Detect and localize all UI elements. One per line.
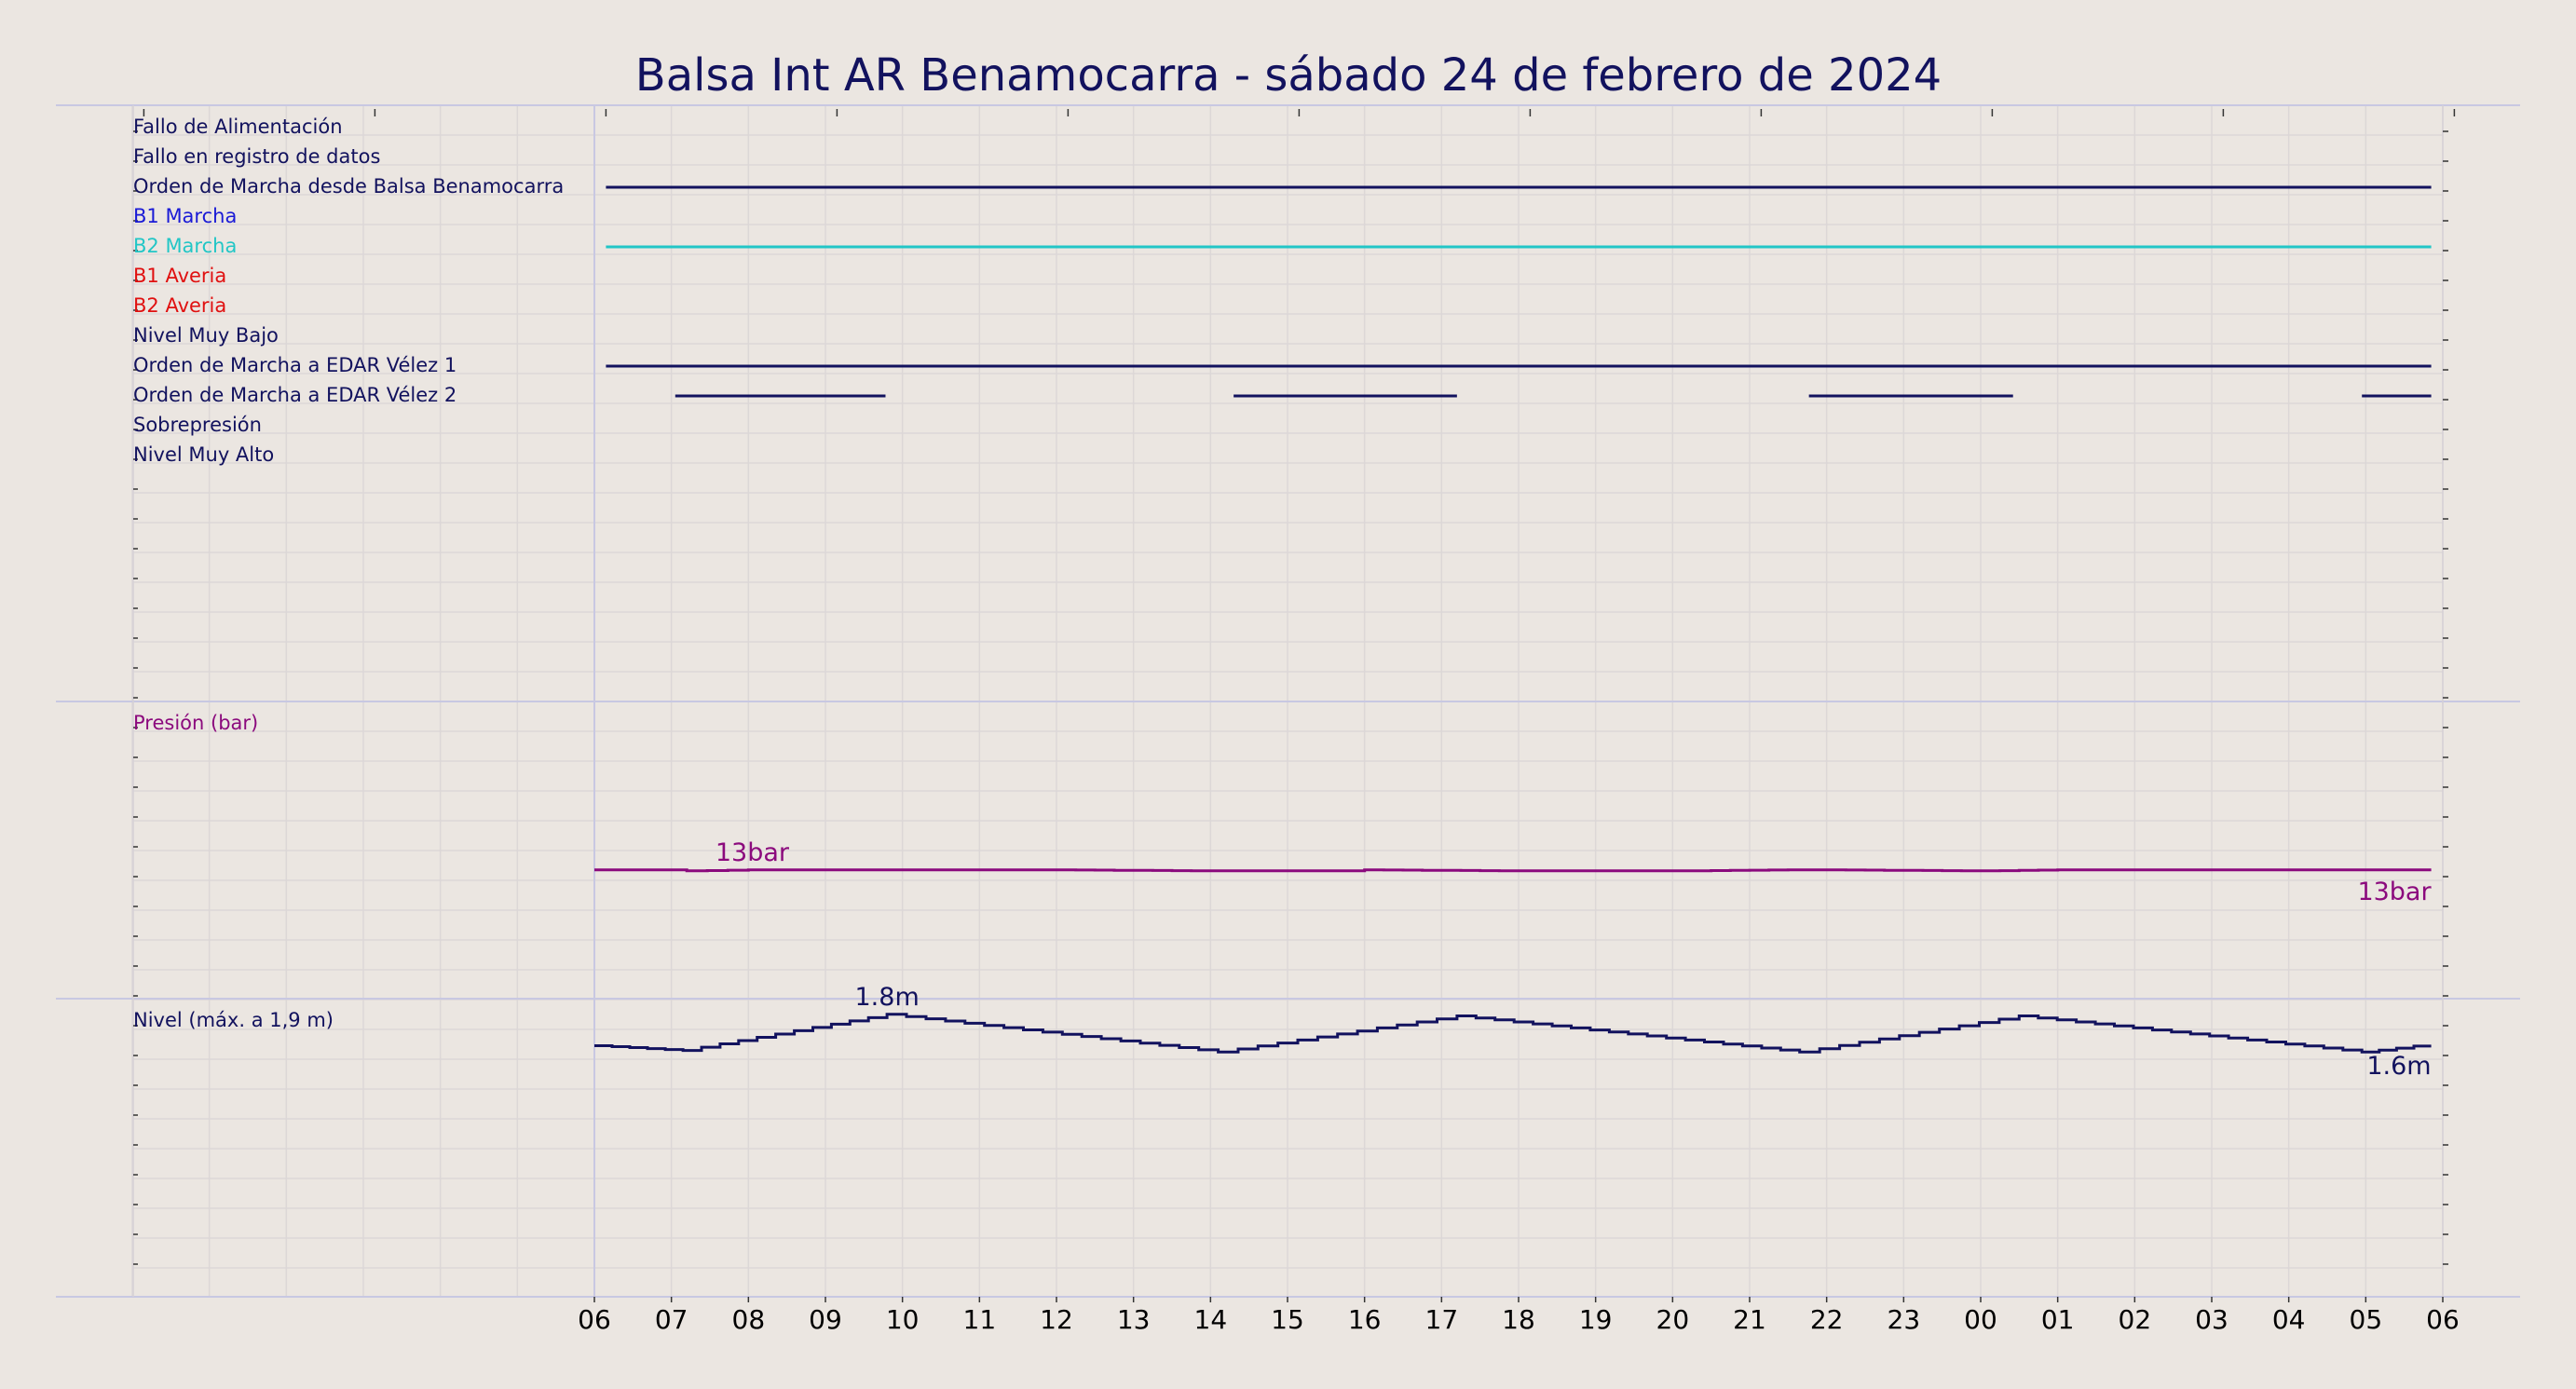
x-tick-label: 02 xyxy=(2119,1304,2152,1335)
level-value-label: 1.8m xyxy=(855,983,920,1012)
x-tick-label: 07 xyxy=(655,1304,688,1335)
x-tick-label: 04 xyxy=(2272,1304,2306,1335)
signal-label: Fallo de Alimentación xyxy=(133,116,343,138)
x-tick-label: 13 xyxy=(1117,1304,1151,1335)
signal-label: Nivel Muy Bajo xyxy=(133,324,279,347)
x-tick-label: 18 xyxy=(1502,1304,1535,1335)
pressure-value-label: 13bar xyxy=(2357,878,2432,906)
signal-label: B1 Averia xyxy=(133,265,226,287)
chart-title: Balsa Int AR Benamocarra - sábado 24 de … xyxy=(635,49,1942,102)
signal-label: B2 Marcha xyxy=(133,235,237,257)
x-tick-label: 14 xyxy=(1194,1304,1228,1335)
x-tick-label: 16 xyxy=(1348,1304,1382,1335)
signal-label: Nivel Muy Alto xyxy=(133,443,274,466)
x-tick-label: 06 xyxy=(2426,1304,2460,1335)
x-tick-label: 00 xyxy=(1964,1304,1997,1335)
signal-label: B1 Marcha xyxy=(133,205,237,227)
x-tick-label: 09 xyxy=(809,1304,842,1335)
pressure-value-label: 13bar xyxy=(716,838,790,867)
x-tick-label: 11 xyxy=(963,1304,997,1335)
level-value-label: 1.6m xyxy=(2366,1052,2431,1081)
level-series-line xyxy=(594,1013,2432,1054)
x-tick-label: 08 xyxy=(732,1304,766,1335)
signal-label: Fallo en registro de datos xyxy=(133,145,380,168)
x-tick-label: 06 xyxy=(578,1304,611,1335)
x-tick-label: 23 xyxy=(1888,1304,1921,1335)
x-tick-label: 15 xyxy=(1271,1304,1304,1335)
level-panel: Nivel (máx. a 1,9 m) 1.8m 1.6m xyxy=(133,983,2432,1081)
x-tick-label: 05 xyxy=(2350,1304,2383,1335)
signal-label: B2 Averia xyxy=(133,294,226,317)
signal-label: Orden de Marcha a EDAR Vélez 1 xyxy=(133,354,457,376)
signal-label: Sobrepresión xyxy=(133,414,262,436)
x-tick-label: 17 xyxy=(1425,1304,1459,1335)
x-tick-label: 03 xyxy=(2195,1304,2228,1335)
pressure-panel: Presión (bar) 13bar 13bar xyxy=(133,712,2432,906)
signal-label: Orden de Marcha desde Balsa Benamocarra xyxy=(133,175,564,197)
x-tick-label: 21 xyxy=(1733,1304,1766,1335)
signal-label: Orden de Marcha a EDAR Vélez 2 xyxy=(133,384,457,406)
digital-signals-panel: Fallo de Alimentación Fallo en registro d… xyxy=(133,116,2432,466)
x-tick-label: 01 xyxy=(2041,1304,2075,1335)
grid xyxy=(56,104,2520,1298)
x-tick-label: 20 xyxy=(1656,1304,1690,1335)
pressure-series-line xyxy=(594,868,2432,873)
pressure-label: Presión (bar) xyxy=(133,712,258,734)
x-tick-label: 12 xyxy=(1040,1304,1073,1335)
x-axis: 06 07 08 09 10 11 12 13 14 15 16 17 18 19 20 21 22 23 00 01… xyxy=(578,1297,2460,1335)
level-label: Nivel (máx. a 1,9 m) xyxy=(133,1009,334,1031)
x-tick-label: 10 xyxy=(886,1304,920,1335)
x-tick-label: 19 xyxy=(1579,1304,1613,1335)
x-tick-label: 22 xyxy=(1810,1304,1844,1335)
